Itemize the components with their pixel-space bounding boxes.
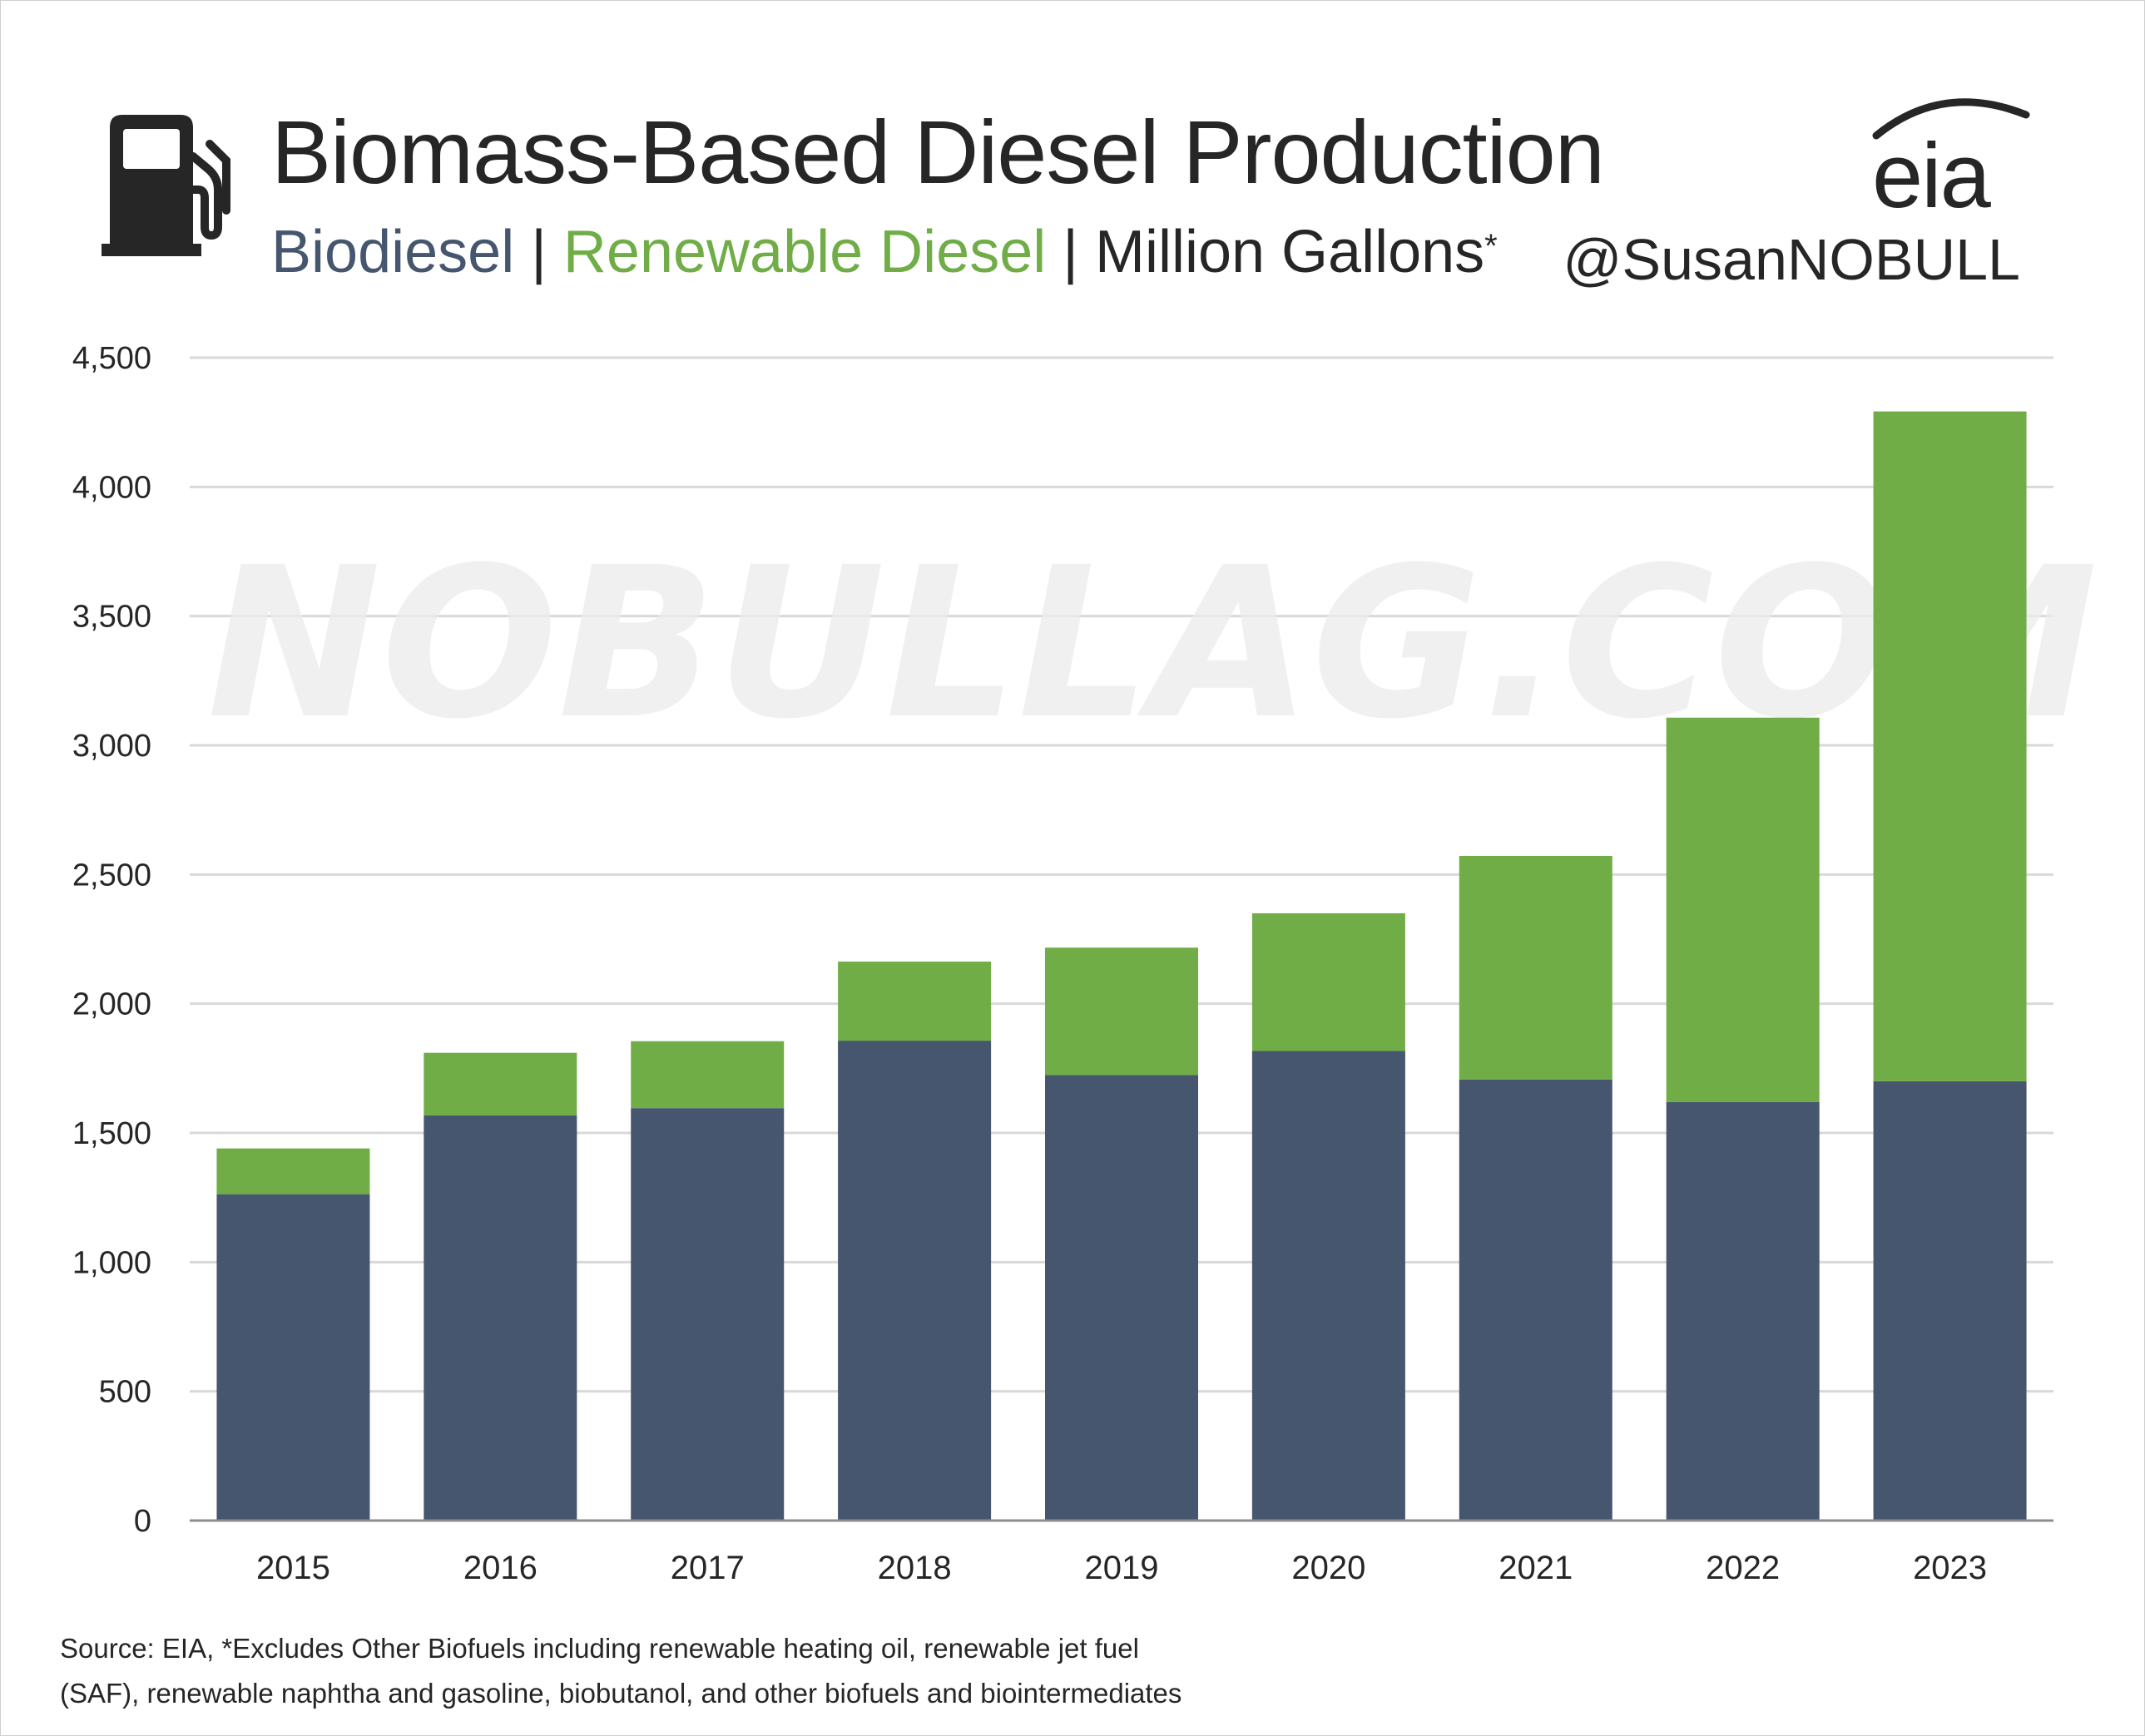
y-tick-label: 500 — [99, 1375, 151, 1410]
y-tick-label: 4,000 — [72, 470, 151, 505]
fuel-pump-icon — [102, 115, 230, 256]
x-tick-label: 2020 — [1291, 1550, 1365, 1586]
chart-subtitle: Biodiesel | Renewable Diesel | Million G… — [271, 218, 1498, 286]
eia-logo: eia — [1872, 125, 1991, 227]
stacked-bar-chart: NOBULLAG.COM 05001,0001,5002,0002,5003,0… — [72, 341, 2098, 1586]
bar-renewable-diesel — [1459, 855, 1612, 1080]
bar-biodiesel — [1666, 1101, 1820, 1521]
author-handle: @SusanNOBULL — [1563, 227, 2020, 292]
source-note: Source: EIA, *Excludes Other Biofuels in… — [60, 1626, 1308, 1716]
source-line-2: (SAF), renewable naphtha and gasoline, b… — [60, 1678, 1182, 1709]
y-tick-label: 1,000 — [72, 1245, 151, 1280]
bar-renewable-diesel — [838, 962, 992, 1041]
y-tick-label: 3,500 — [72, 600, 151, 635]
bar-biodiesel — [1045, 1075, 1198, 1521]
bar-renewable-diesel — [424, 1052, 577, 1115]
chart-title: Biomass-Based Diesel Production — [271, 101, 1605, 202]
unit-asterisk: * — [1484, 228, 1498, 265]
bar-biodiesel — [1873, 1081, 2027, 1521]
bar-biodiesel — [424, 1115, 577, 1521]
x-tick-label: 2023 — [1913, 1550, 1987, 1586]
bar-biodiesel — [1459, 1079, 1612, 1521]
x-tick-label: 2021 — [1499, 1550, 1573, 1586]
subtitle-separator: | — [531, 219, 547, 285]
legend-renewable-diesel: Renewable Diesel — [562, 219, 1047, 285]
bar-renewable-diesel — [1045, 947, 1198, 1076]
x-tick-label: 2018 — [878, 1550, 952, 1586]
x-tick-label: 2015 — [256, 1550, 330, 1586]
bar-biodiesel — [838, 1041, 992, 1521]
bar-renewable-diesel — [1251, 913, 1405, 1051]
y-tick-label: 2,500 — [72, 858, 151, 893]
y-tick-label: 4,500 — [72, 341, 151, 376]
legend-biodiesel: Biodiesel — [271, 219, 515, 285]
bar-renewable-diesel — [216, 1148, 370, 1194]
y-tick-label: 1,500 — [72, 1116, 151, 1151]
source-line-1: Source: EIA, *Excludes Other Biofuels in… — [60, 1633, 1139, 1664]
y-tick-label: 0 — [134, 1504, 151, 1539]
bar-renewable-diesel — [1873, 411, 2027, 1081]
bar-biodiesel — [631, 1108, 785, 1521]
x-tick-label: 2022 — [1706, 1550, 1780, 1586]
bar-biodiesel — [1251, 1051, 1405, 1521]
x-tick-label: 2016 — [463, 1550, 537, 1586]
y-tick-label: 3,000 — [72, 729, 151, 764]
bar-renewable-diesel — [1666, 717, 1820, 1102]
bars — [216, 411, 2027, 1521]
axes: 0 500 1,000 1,500 2,000 2,500 3,000 3,500 4,000 4… — [72, 341, 2053, 1586]
subtitle-separator: | — [1063, 219, 1078, 285]
unit-label: Million Gallons — [1094, 219, 1485, 285]
bar-biodiesel — [216, 1194, 370, 1521]
y-tick-label: 2,000 — [72, 987, 151, 1022]
x-tick-label: 2017 — [671, 1550, 745, 1586]
eia-logo-swoosh — [1872, 98, 2030, 140]
x-tick-label: 2019 — [1085, 1550, 1159, 1586]
bar-renewable-diesel — [631, 1041, 785, 1109]
